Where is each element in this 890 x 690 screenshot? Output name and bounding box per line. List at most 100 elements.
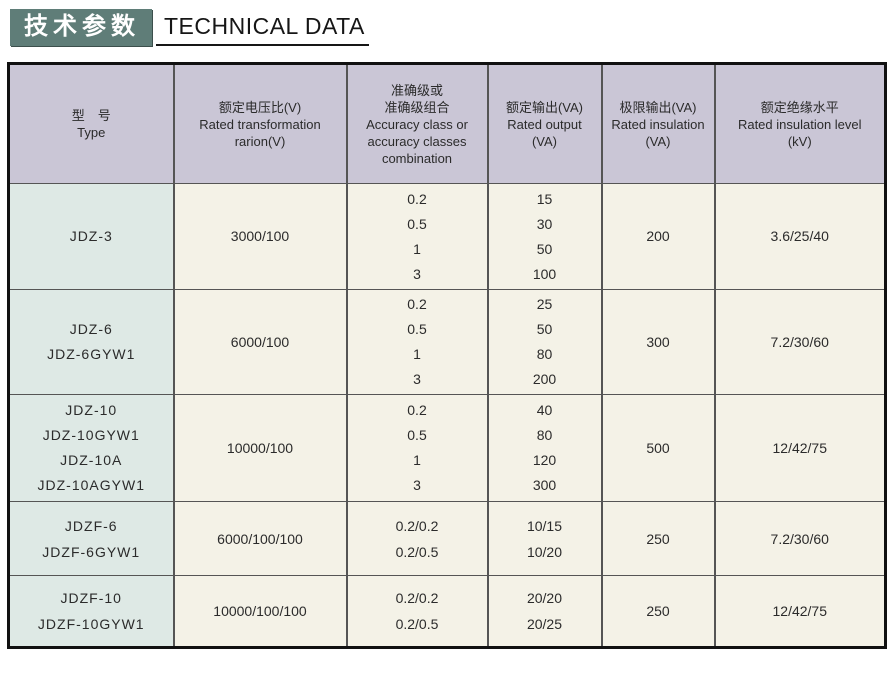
cell-line: 0.5	[407, 321, 427, 337]
table-cell: 3.6/25/40	[713, 183, 887, 290]
cell-line: JDZF-6	[64, 517, 118, 534]
cell-line: 200	[646, 228, 670, 244]
column-header-line: 额定电压比(V)	[218, 99, 302, 115]
cell-line: 3000/100	[230, 228, 290, 244]
table-cell: 12/42/75	[713, 394, 887, 502]
cell-line: 7.2/30/60	[770, 530, 829, 547]
table-cell: 0.2 0.5 1 3	[345, 394, 489, 502]
table-row: JDZ-3 3000/100 0.2 0.5 1 3 15 30 50 100 200 3.6/25/…	[7, 183, 887, 290]
column-header-line: (kV)	[787, 133, 812, 149]
cell-line: JDZF-10	[60, 590, 122, 606]
cell-line: 0.2	[407, 402, 427, 418]
column-header: 额定输出(VA) Rated output (VA)	[486, 63, 603, 184]
table-cell: 250	[600, 501, 716, 576]
table-cell: 10000/100	[172, 394, 348, 502]
cell-line: 500	[646, 439, 670, 456]
cell-line: JDZ-10A	[60, 452, 123, 468]
cell-line: 0.2	[407, 190, 427, 207]
cell-line: JDZ-10GYW1	[42, 427, 140, 443]
table-row: JDZF-10 JDZF-10GYW1 10000/100/100 0.2/0.2 0.…	[7, 575, 887, 648]
cell-line: 10/20	[526, 543, 563, 560]
table-cell: 7.2/30/60	[713, 501, 887, 576]
table-row: JDZF-6 JDZF-6GYW1 6000/100/100 0.2/0.2 0.2/0…	[7, 501, 887, 576]
cell-line: 250	[646, 530, 670, 547]
table-cell: 0.2 0.5 1 3	[345, 289, 489, 395]
cell-line: 12/42/75	[772, 603, 828, 619]
cell-line: 7.2/30/60	[770, 333, 829, 350]
type-cell: JDZF-10 JDZF-10GYW1	[7, 575, 175, 648]
cell-line: 50	[536, 240, 553, 257]
cell-line: 1	[413, 240, 421, 257]
column-header-line: Rated output	[507, 116, 582, 132]
table-cell: 6000/100	[172, 289, 348, 395]
cell-line: 80	[536, 427, 553, 443]
cell-line: 50	[536, 321, 553, 337]
cell-line: 80	[536, 346, 553, 362]
cell-line: 40	[536, 402, 553, 418]
page-title-chinese: 技术参数	[10, 9, 152, 46]
type-cell: JDZ-3	[7, 183, 175, 290]
table-cell: 6000/100/100	[172, 501, 348, 576]
column-header-line: 准确级组合	[384, 99, 450, 115]
table-row: JDZ-10 JDZ-10GYW1 JDZ-10A JDZ-10AGYW1 10000/…	[7, 394, 887, 502]
column-header-line: 型 号	[71, 108, 111, 123]
table-cell: 250	[600, 575, 716, 648]
cell-line: 20/20	[526, 590, 563, 606]
cell-line: JDZF-10GYW1	[37, 616, 145, 632]
column-header-line: 额定绝缘水平	[760, 99, 839, 115]
column-header-line: accuracy classes	[367, 133, 467, 149]
column-header-line: 准确级或	[390, 82, 443, 98]
type-cell: JDZ-6 JDZ-6GYW1	[7, 289, 175, 395]
cell-line: 3	[413, 477, 421, 493]
table-cell: 12/42/75	[713, 575, 887, 648]
cell-line: 0.2/0.5	[395, 543, 439, 560]
column-header: 额定电压比(V) Rated transformation rarion(V)	[172, 63, 348, 184]
cell-line: JDZ-6GYW1	[47, 346, 136, 362]
cell-line: 0.2/0.2	[395, 517, 439, 534]
column-header-line: Accuracy class or	[366, 116, 468, 132]
table-cell: 300	[600, 289, 716, 395]
cell-line: 12/42/75	[772, 439, 828, 456]
cell-line: 0.2/0.5	[395, 616, 439, 632]
column-header: 准确级或 准确级组合 Accuracy class or accuracy class…	[345, 63, 489, 184]
cell-line: 25	[536, 296, 553, 312]
cell-line: 3	[413, 371, 421, 387]
cell-line: 1	[413, 346, 421, 362]
technical-data-table: 型 号 Type 额定电压比(V) Rated transformation rario…	[7, 62, 887, 649]
cell-line: JDZF-6GYW1	[42, 543, 141, 560]
cell-line: 100	[532, 265, 557, 282]
cell-line: 15	[536, 190, 553, 207]
table-cell: 0.2 0.5 1 3	[345, 183, 489, 290]
column-header-line: (VA)	[645, 133, 671, 149]
cell-line: 0.5	[407, 215, 427, 232]
page-title-english: TECHNICAL DATA	[156, 13, 369, 46]
cell-line: 300	[646, 333, 670, 350]
table-cell: 0.2/0.2 0.2/0.5	[345, 501, 489, 576]
type-cell: JDZF-6 JDZF-6GYW1	[7, 501, 175, 576]
type-cell: JDZ-10 JDZ-10GYW1 JDZ-10A JDZ-10AGYW1	[7, 394, 175, 502]
page-header: 技术参数 TECHNICAL DATA	[10, 8, 890, 46]
column-header-line: 极限输出(VA)	[619, 99, 697, 115]
table-cell: 25 50 80 200	[486, 289, 603, 395]
cell-line: 0.5	[407, 427, 427, 443]
table-cell: 0.2/0.2 0.2/0.5	[345, 575, 489, 648]
cell-line: 30	[536, 215, 553, 232]
cell-line: JDZ-10	[65, 402, 118, 418]
column-header: 型 号 Type	[7, 63, 175, 184]
cell-line: 20/25	[526, 616, 563, 632]
table-cell: 15 30 50 100	[486, 183, 603, 290]
column-header: 极限输出(VA) Rated insulation (VA)	[600, 63, 716, 184]
table-header: 型 号 Type 额定电压比(V) Rated transformation rario…	[7, 63, 887, 184]
cell-line: 0.2	[407, 296, 427, 312]
column-header-line: 额定输出(VA)	[505, 99, 584, 115]
cell-line: 3	[413, 265, 421, 282]
cell-line: 3.6/25/40	[770, 228, 829, 244]
cell-line: 6000/100	[230, 333, 290, 350]
table-body: JDZ-3 3000/100 0.2 0.5 1 3 15 30 50 100 200 3.6/25/…	[7, 183, 887, 648]
table-cell: 10000/100/100	[172, 575, 348, 648]
cell-line: JDZ-6	[69, 321, 113, 337]
column-header: 额定绝缘水平 Rated insulation level (kV)	[713, 63, 887, 184]
column-header-line: (VA)	[531, 133, 558, 149]
cell-line: 250	[646, 603, 670, 619]
cell-line: 10/15	[526, 517, 563, 534]
